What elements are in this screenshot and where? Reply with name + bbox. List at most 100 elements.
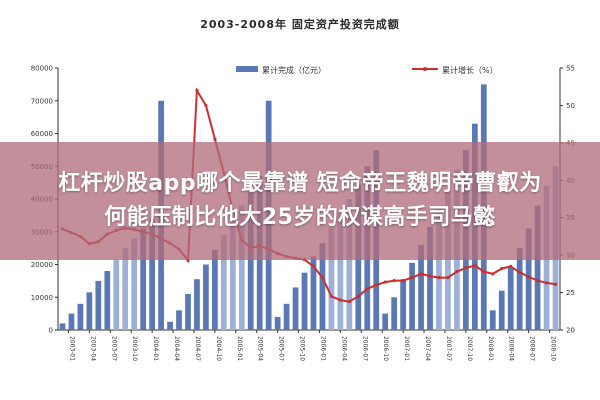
y-right-tick-label: 25 — [566, 289, 575, 297]
bar — [507, 267, 514, 330]
bar — [167, 321, 173, 330]
legend-label-line: 累计增长（%） — [442, 65, 498, 75]
bar — [516, 248, 523, 330]
line-point — [509, 264, 513, 268]
bar — [382, 313, 389, 330]
bar — [283, 303, 290, 330]
line-point — [455, 270, 459, 274]
bar — [292, 287, 299, 330]
bar — [436, 208, 442, 330]
bar — [59, 323, 66, 330]
x-tick-label: 2006-07 — [361, 336, 368, 361]
legend-line-marker — [423, 67, 427, 71]
bar — [131, 238, 138, 330]
line-point — [535, 278, 540, 283]
line-point — [544, 281, 549, 285]
bar — [122, 248, 129, 330]
y-right-tick-label: 50 — [566, 102, 575, 110]
bar — [203, 264, 209, 330]
x-tick-label: 2005-04 — [257, 336, 264, 361]
y-right-tick-label: 20 — [566, 327, 575, 335]
line-point — [428, 274, 432, 278]
x-tick-label: 2005-10 — [299, 336, 306, 361]
line-point — [464, 266, 468, 270]
line-point — [320, 276, 325, 280]
y-left-tick-label: 10000 — [31, 294, 53, 302]
bar — [328, 228, 335, 330]
bar — [86, 292, 93, 330]
line-point — [482, 270, 486, 274]
line-point — [213, 137, 217, 141]
bar — [391, 297, 398, 330]
x-tick-label: 2007-01 — [403, 336, 410, 361]
line-point — [553, 282, 558, 286]
bar — [418, 244, 424, 330]
line-point — [374, 283, 378, 287]
line-point — [410, 276, 414, 280]
legend-label-bars: 累计完成（亿元） — [262, 65, 326, 75]
x-axis: 2003-01 2003-04 2003-07 2003-10 2004-01 2004-… — [67, 330, 557, 361]
line-point — [383, 280, 387, 284]
line-point — [365, 287, 369, 291]
line-point — [500, 267, 504, 271]
bar — [274, 316, 281, 330]
bar — [346, 199, 353, 330]
x-tick-label: 2003-07 — [110, 336, 117, 361]
bar — [68, 313, 75, 330]
legend-bar-swatch — [236, 66, 258, 72]
bar — [534, 205, 541, 330]
line-point — [518, 270, 522, 274]
x-tick-label: 2008-01 — [487, 336, 494, 361]
promo-banner: 杠杆炒股app哪个最靠谱 短命帝王魏明帝曹叡为 何能压制比他大25岁的权谋高手司… — [0, 142, 600, 260]
bar — [525, 228, 532, 330]
bar — [247, 190, 254, 330]
bar — [220, 235, 227, 330]
line-point — [437, 276, 441, 280]
bar — [95, 280, 102, 330]
line-point — [195, 88, 199, 93]
bar — [310, 256, 317, 330]
line-point — [356, 294, 360, 298]
x-tick-label: 2008-07 — [529, 336, 536, 361]
bar — [498, 290, 505, 330]
line-point — [311, 264, 316, 268]
x-tick-label: 2005-01 — [236, 336, 243, 361]
line-point — [446, 276, 450, 280]
line-point — [338, 298, 342, 302]
bar — [176, 310, 182, 330]
y-left-tick-label: 70000 — [31, 97, 53, 105]
bar — [238, 205, 245, 330]
x-tick-label: 2008-04 — [508, 336, 515, 361]
line-point — [491, 272, 495, 276]
y-left-tick-label: 0 — [49, 327, 53, 335]
x-tick-label: 2003-04 — [89, 336, 96, 361]
banner-line-1: 杠杆炒股app哪个最靠谱 短命帝王魏明帝曹叡为 — [58, 171, 542, 196]
x-tick-label: 2007-04 — [424, 336, 431, 361]
bar — [427, 226, 433, 330]
x-tick-label: 2004-04 — [173, 336, 180, 361]
bar — [185, 293, 191, 330]
bar — [113, 259, 120, 330]
x-tick-label: 2006-01 — [319, 336, 326, 361]
x-tick-label: 2006-10 — [382, 336, 389, 361]
bar — [409, 262, 415, 330]
bar — [140, 228, 147, 330]
bar — [229, 220, 236, 330]
line-point — [329, 294, 334, 298]
banner-line-2: 何能压制比他大25岁的权谋高手司马懿 — [104, 205, 496, 230]
x-tick-label: 2007-10 — [466, 336, 473, 361]
y-left-tick-label: 80000 — [31, 65, 53, 73]
bar — [400, 279, 406, 330]
x-tick-label: 2008-10 — [550, 336, 557, 361]
bar — [77, 303, 84, 330]
bar — [212, 249, 218, 330]
line-point — [473, 264, 477, 268]
legend: 累计完成（亿元） 累计增长（%） — [236, 65, 498, 75]
bar — [319, 243, 326, 330]
line-point — [204, 103, 208, 108]
x-tick-label: 2003-01 — [68, 336, 75, 361]
bar — [104, 271, 111, 330]
y-left-tick-label: 20000 — [31, 261, 53, 269]
x-tick-label: 2007-07 — [445, 336, 452, 361]
chart-title: 2003-2008年 固定资产投资完成额 — [200, 17, 400, 31]
